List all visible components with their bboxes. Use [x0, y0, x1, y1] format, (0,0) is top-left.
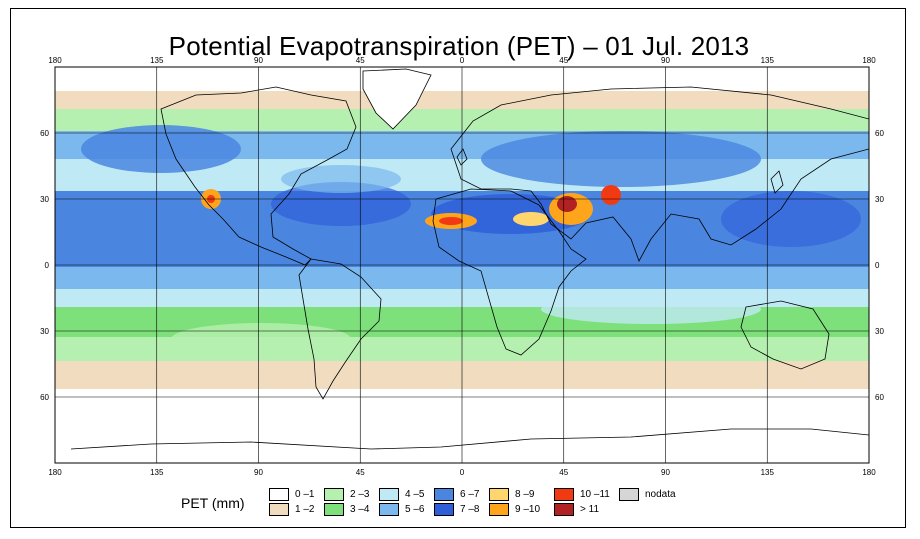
legend-item: 1 –2 — [269, 503, 314, 516]
coast-eurasia — [450, 86, 869, 262]
legend-label: 8 –9 — [515, 489, 535, 500]
patch-n-atlantic — [271, 182, 411, 226]
lon-tick-label: 180 — [48, 56, 62, 65]
legend-label: 2 –3 — [350, 489, 370, 500]
legend-label: 3 –4 — [350, 504, 370, 515]
figure-frame: Potential Evapotranspiration (PET) – 01 … — [10, 8, 906, 528]
patch-s-pacific — [171, 323, 351, 355]
legend-item: 5 –6 — [379, 503, 424, 516]
lon-tick-label: 180 — [862, 56, 876, 65]
lat-tick-label: 30 — [875, 327, 884, 336]
lon-tick-label: 45 — [559, 468, 568, 477]
patch-indian-ocean — [541, 294, 761, 324]
legend-swatch — [379, 488, 399, 501]
lon-tick-label: 135 — [150, 468, 164, 477]
lat-tick-label: 0 — [875, 261, 880, 270]
lat-tick-label: 30 — [40, 327, 49, 336]
legend-item: 2 –3 — [324, 488, 369, 501]
lon-tick-label: 180 — [48, 468, 62, 477]
pet-map: 180 135 90 45 0 45 90 135 180 180 135 90 45 0 45 90 135… — [40, 56, 884, 477]
lon-tick-label: 90 — [254, 56, 263, 65]
lat-labels-right: 60 30 0 30 60 — [875, 129, 884, 402]
map-title: Potential Evapotranspiration (PET) – 01 … — [168, 31, 750, 61]
lon-tick-label: 180 — [862, 468, 876, 477]
lon-tick-label: 135 — [761, 468, 775, 477]
coastlines — [70, 68, 869, 450]
lat-tick-label: 30 — [40, 195, 49, 204]
legend-swatch — [434, 488, 454, 501]
lat-tick-label: 60 — [875, 393, 884, 402]
lat-tick-label: 60 — [40, 393, 49, 402]
legend-item: 3 –4 — [324, 503, 369, 516]
legend-label: 0 –1 — [295, 489, 315, 500]
lon-labels-bottom: 180 135 90 45 0 45 90 135 180 — [48, 468, 876, 477]
lon-tick-label: 135 — [761, 56, 775, 65]
legend-item: 6 –7 — [434, 488, 479, 501]
coast-japan — [770, 170, 784, 194]
patch-n-pacific — [81, 125, 241, 173]
legend-label: 1 –2 — [295, 504, 315, 515]
lon-tick-label: 90 — [254, 468, 263, 477]
lon-tick-label: 90 — [661, 468, 670, 477]
coast-greenland — [362, 68, 432, 130]
coast-north-america — [160, 86, 357, 266]
legend-label: 7 –8 — [460, 504, 480, 515]
legend-item: 10 –11 — [554, 488, 610, 501]
lon-tick-label: 45 — [559, 56, 568, 65]
legend-item: 8 –9 — [489, 488, 534, 501]
hotspot-e-sahara — [513, 212, 549, 226]
coast-antarctica — [70, 428, 869, 450]
patch-w-pacific — [721, 191, 861, 247]
legend-label: 6 –7 — [460, 489, 480, 500]
coast-uk — [456, 148, 468, 166]
lat-labels-left: 60 30 0 30 60 — [40, 129, 49, 402]
legend-swatch — [324, 503, 344, 516]
legend-swatch — [269, 488, 289, 501]
legend-label: 4 –5 — [405, 489, 425, 500]
legend-label: nodata — [645, 489, 676, 500]
lon-tick-label: 90 — [661, 56, 670, 65]
legend-label: 9 –10 — [515, 504, 541, 515]
legend-swatch — [619, 488, 639, 501]
legend-item: 4 –5 — [379, 488, 424, 501]
legend-item: nodata — [619, 488, 676, 501]
hotspot-w-sahara-core — [439, 217, 463, 225]
greenland-fill — [363, 69, 431, 129]
lat-tick-label: 30 — [875, 195, 884, 204]
coast-australia — [740, 300, 830, 370]
legend-title: PET (mm) — [181, 495, 245, 511]
legend-swatch — [489, 488, 509, 501]
hotspot-arabia-core — [557, 196, 577, 212]
lon-labels-top: 180 135 90 45 0 45 90 135 180 — [48, 56, 876, 65]
lon-tick-label: 135 — [150, 56, 164, 65]
lon-tick-label: 45 — [356, 56, 365, 65]
legend-swatch — [269, 503, 289, 516]
patch-asia — [481, 131, 761, 187]
graticule — [54, 67, 870, 463]
legend-label: 10 –11 — [580, 489, 610, 500]
legend-label: > 11 — [580, 504, 599, 515]
legend-label: 5 –6 — [405, 504, 425, 515]
lat-tick-label: 60 — [875, 129, 884, 138]
lon-tick-label: 0 — [460, 468, 465, 477]
legend-item: 0 –1 — [269, 488, 314, 501]
coast-africa — [432, 188, 587, 356]
legend-swatch — [324, 488, 344, 501]
lon-tick-label: 0 — [460, 56, 465, 65]
legend-swatch — [379, 503, 399, 516]
legend-item: 9 –10 — [489, 503, 540, 516]
coast-south-america — [298, 258, 382, 400]
plot-border — [54, 66, 870, 464]
patch-n-atlantic-b — [281, 165, 401, 193]
lon-tick-label: 45 — [356, 468, 365, 477]
legend-item: > 11 — [554, 503, 599, 516]
lat-tick-label: 0 — [45, 261, 50, 270]
lat-tick-label: 60 — [40, 129, 49, 138]
legend-swatch — [554, 488, 574, 501]
hotspot-iran — [601, 185, 621, 205]
legend-swatch — [554, 503, 574, 516]
legend-item: 7 –8 — [434, 503, 479, 516]
legend-swatch — [489, 503, 509, 516]
legend-swatch — [434, 503, 454, 516]
